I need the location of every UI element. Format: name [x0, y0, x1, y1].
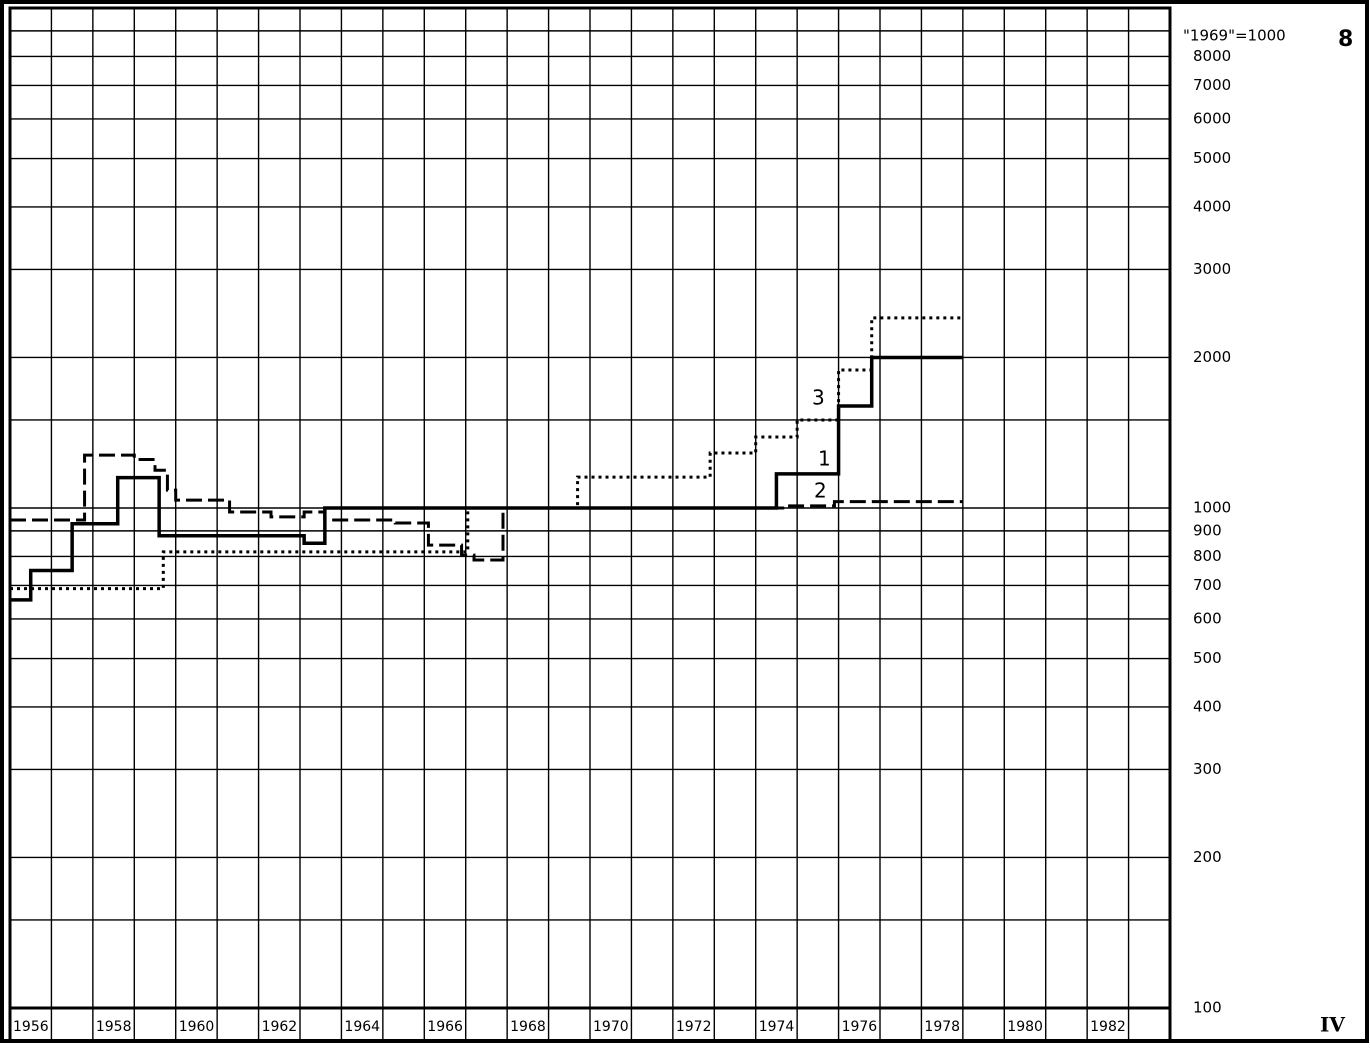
y-tick-label: 2000	[1193, 348, 1231, 366]
y-tick-label: 6000	[1193, 109, 1231, 127]
x-tick-label: 1972	[676, 1019, 712, 1035]
y-tick-label: 600	[1193, 609, 1222, 627]
y-tick-label: 700	[1193, 576, 1222, 594]
y-tick-label: 8000	[1193, 47, 1231, 65]
y-tick-label: 4000	[1193, 197, 1231, 215]
x-tick-label: 1976	[842, 1019, 878, 1035]
section-number: IV	[1320, 1013, 1345, 1037]
y-tick-label: 500	[1193, 649, 1222, 667]
x-tick-label: 1962	[262, 1019, 298, 1035]
series-label: 3	[812, 386, 825, 410]
x-tick-label: 1968	[510, 1019, 546, 1035]
series-label: 2	[814, 479, 827, 503]
series-label: 1	[818, 447, 831, 471]
y-tick-label: 200	[1193, 848, 1222, 866]
x-tick-label: 1978	[924, 1019, 960, 1035]
x-tick-label: 1980	[1007, 1019, 1043, 1035]
x-tick-label: 1956	[13, 1019, 49, 1035]
x-tick-label: 1964	[344, 1019, 380, 1035]
y-tick-label: 1000	[1193, 499, 1231, 517]
y-tick-label: 800	[1193, 547, 1222, 565]
y-axis-title: "1969"=1000	[1183, 27, 1286, 45]
y-tick-label: 3000	[1193, 260, 1231, 278]
x-tick-label: 1982	[1090, 1019, 1126, 1035]
x-tick-label: 1974	[759, 1019, 795, 1035]
x-tick-label: 1960	[179, 1019, 215, 1035]
y-tick-label: 400	[1193, 697, 1222, 715]
y-tick-label: 7000	[1193, 76, 1231, 94]
page-number: 8	[1338, 27, 1353, 52]
x-tick-label: 1970	[593, 1019, 629, 1035]
x-tick-label: 1958	[96, 1019, 132, 1035]
y-tick-label: 5000	[1193, 149, 1231, 167]
y-tick-label: 900	[1193, 521, 1222, 539]
y-tick-label: 100	[1193, 999, 1222, 1017]
y-tick-label: 300	[1193, 760, 1222, 778]
chart: "1969"=1000 1 2 3 8 IV 1956 1958 1960 1962 1…	[0, 0, 1370, 1044]
x-tick-label: 1966	[427, 1019, 463, 1035]
